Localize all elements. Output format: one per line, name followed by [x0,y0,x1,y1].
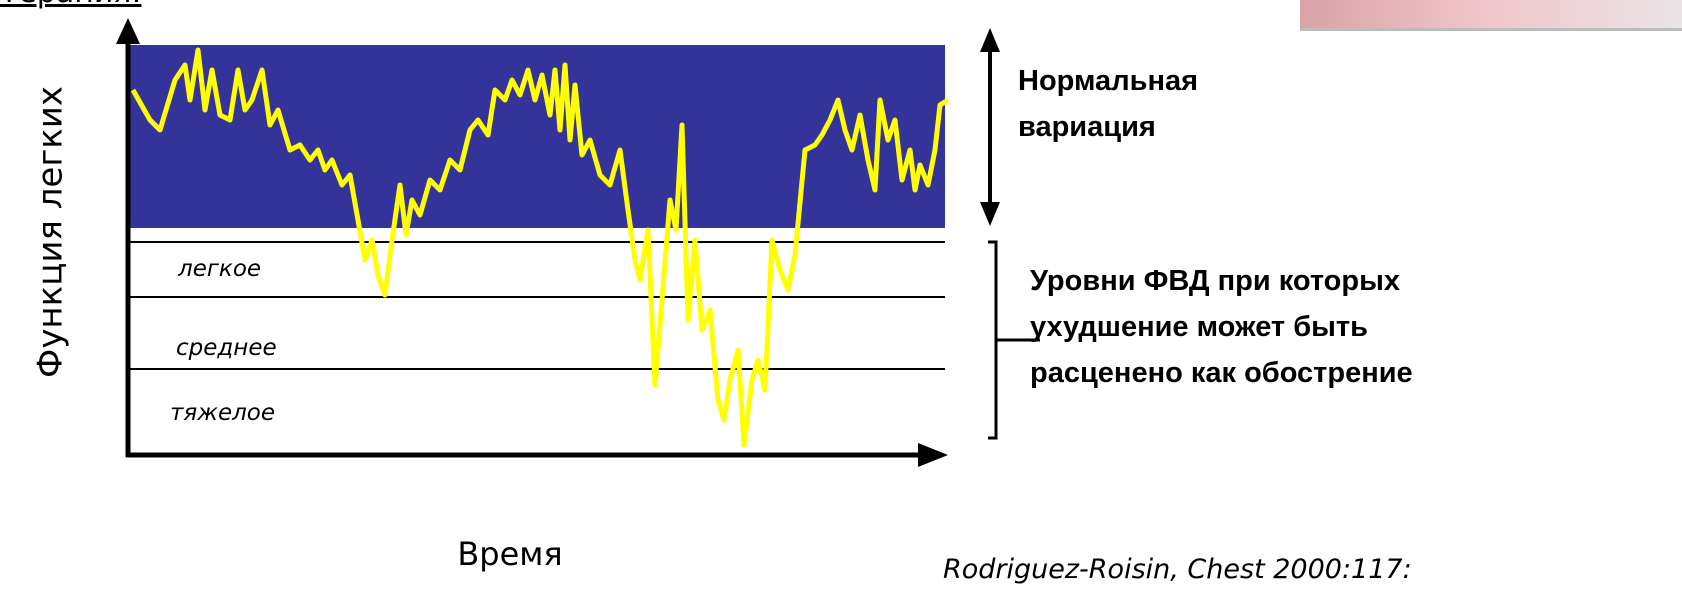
normal-note: вариация [1018,111,1156,143]
zone-label: легкое [177,256,261,282]
normal-range-arrow [980,28,1000,226]
photo-border [1300,28,1682,31]
exacerbation-note: расценено как обострение [1030,357,1413,389]
photo-fragment [1300,0,1682,30]
exacerbation-note: ухудшение может быть [1030,311,1368,343]
slide: Терапия: Функция легких Время легкое сре… [0,0,1682,590]
x-axis-label: Время [457,535,562,573]
citation: Rodriguez-Roisin, Chest 2000:117: [943,554,1412,585]
y-arrow [116,18,140,44]
zone-label: среднее [176,335,277,361]
y-axis-label: Функция легких [31,86,71,378]
header-title: Терапия: [0,0,141,10]
x-arrow [918,443,948,467]
exacerbation-note: Уровни ФВД при которых [1030,265,1400,297]
normal-note: Нормальная [1018,65,1198,97]
zone-label: тяжелое [170,400,275,426]
